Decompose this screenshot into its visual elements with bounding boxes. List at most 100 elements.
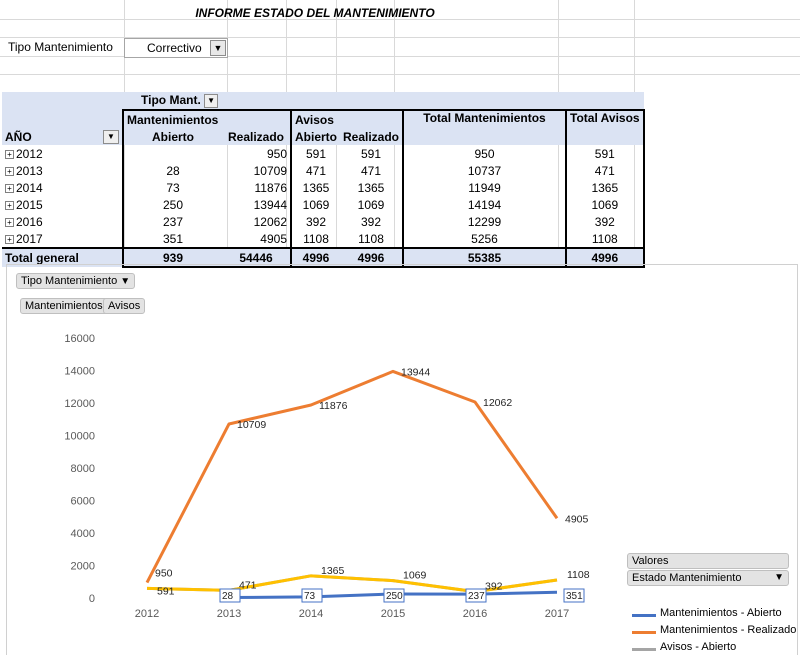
pivot-chart[interactable] (6, 264, 798, 655)
data-label-box (301, 588, 323, 603)
chart-field-mantenimientos[interactable]: Mantenimientos (20, 298, 108, 314)
cell-total-mant: 950 (402, 145, 568, 162)
row-year[interactable]: +2012 (2, 145, 123, 162)
legend-field-button[interactable]: Estado Mantenimiento ▼ (627, 570, 789, 586)
y-tick-label: 4000 (71, 528, 95, 540)
table-row: +2014 73 11876 1365 1365 11949 1365 (2, 179, 645, 196)
cell-m-realizado: 10709 (253, 163, 287, 178)
row-year[interactable]: +2016 (2, 213, 123, 230)
data-label-box (563, 588, 585, 603)
expand-icon[interactable]: + (5, 149, 14, 159)
x-tick-label: 2017 (545, 608, 569, 620)
x-tick-label: 2015 (381, 608, 405, 620)
cell-a-realizado: 1069 (357, 197, 385, 212)
cell-m-abierto: 237 (122, 213, 222, 230)
cell-a-realizado: 1108 (358, 231, 384, 246)
sub-avisos-realizado: Realizado (340, 128, 404, 145)
data-label-box (383, 588, 405, 603)
data-label: 1108 (567, 569, 590, 581)
data-label: 28 (222, 591, 234, 602)
legend-swatch (632, 631, 656, 634)
data-label: 4905 (565, 513, 589, 525)
cell-a-realizado: 392 (360, 214, 382, 229)
series-line (145, 369, 559, 584)
cell-m-abierto: 250 (122, 196, 222, 213)
data-label: 1365 (321, 565, 345, 577)
legend-swatch (632, 614, 656, 617)
chart-filter-button[interactable]: Tipo Mantenimiento ▼ (16, 273, 136, 289)
row-year[interactable]: +2014 (2, 179, 123, 196)
total-m-realizado: 54446 (222, 247, 291, 268)
cell-m-abierto (122, 145, 222, 162)
cell-a-realizado: 471 (360, 163, 382, 178)
legend-item: Mantenimientos - Abierto (660, 607, 782, 619)
cell-a-abierto: 591 (290, 145, 340, 162)
row-year-label: 2016 (16, 214, 43, 229)
x-tick-label: 2014 (299, 608, 323, 620)
chart-filter-label: Tipo Mantenimiento (21, 275, 118, 287)
table-row: +2017 351 4905 1108 1108 5256 1108 (2, 230, 645, 248)
cell-m-abierto: 351 (122, 230, 222, 248)
row-year-label: 2012 (16, 146, 43, 161)
row-year[interactable]: +2013 (2, 162, 123, 179)
total-label: Total general (2, 247, 123, 267)
cell-m-realizado: 13944 (253, 197, 287, 212)
sub-mant-abierto: Abierto (122, 128, 222, 145)
expand-icon[interactable]: + (5, 183, 14, 193)
y-tick-label: 16000 (64, 333, 95, 345)
expand-icon[interactable]: + (5, 234, 14, 244)
cell-total-mant: 10737 (402, 162, 568, 179)
cell-a-realizado: 591 (360, 146, 382, 161)
row-year-label: 2015 (16, 197, 43, 212)
cell-total-avisos: 471 (566, 162, 645, 179)
cell-a-abierto: 392 (290, 213, 340, 230)
data-label: 471 (239, 579, 257, 591)
chart-field-avisos[interactable]: Avisos (103, 298, 146, 314)
expand-icon[interactable]: + (5, 200, 14, 210)
data-label: 10709 (237, 419, 266, 431)
table-row: +2013 28 10709 471 471 10737 471 (2, 162, 645, 179)
sub-avisos-abierto: Abierto (290, 128, 340, 145)
cell-total-avisos: 591 (566, 145, 645, 162)
series-line (146, 574, 558, 594)
col-field-filter-icon[interactable]: ▼ (204, 93, 219, 108)
group-avisos: Avisos (289, 109, 404, 128)
legend-item: Avisos - Abierto (660, 641, 737, 653)
cell-total-avisos: 1365 (566, 179, 645, 196)
row-year[interactable]: +2017 (2, 230, 123, 248)
cell-m-realizado: 4905 (260, 231, 287, 246)
cell-m-realizado: 12062 (253, 214, 287, 229)
y-tick-label: 12000 (64, 398, 95, 410)
cell-total-mant: 14194 (402, 196, 568, 213)
report-title: INFORME ESTADO DEL MANTENIMIENTO (195, 6, 435, 20)
data-label: 13944 (401, 366, 430, 378)
y-tick-label: 2000 (71, 561, 95, 573)
data-label: 237 (468, 591, 485, 602)
cell-a-abierto: 1108 (290, 230, 340, 248)
row-field-dropdown-icon[interactable]: ▼ (103, 129, 119, 144)
x-tick-label: 2016 (463, 608, 487, 620)
cell-a-abierto: 471 (290, 162, 340, 179)
total-row: Total general 939 54446 4996 4996 55385 … (2, 247, 645, 268)
y-tick-label: 10000 (64, 431, 95, 443)
total-total-avisos: 4996 (566, 247, 645, 268)
group-total-avisos: Total Avisos (566, 109, 645, 145)
pivot-table: Tipo Mant. ▼ Mantenimientos Avisos Total… (2, 92, 645, 268)
y-tick-label: 14000 (64, 366, 95, 378)
expand-icon[interactable]: + (5, 217, 14, 227)
data-label: 950 (155, 568, 173, 580)
table-row: +2016 237 12062 392 392 12299 392 (2, 213, 645, 230)
cell-m-realizado: 950 (266, 146, 287, 161)
legend-valores-button[interactable]: Valores (627, 553, 789, 569)
data-label: 591 (157, 585, 175, 597)
legend-swatch (632, 648, 656, 651)
filter-dropdown[interactable]: Correctivo ▼ (124, 38, 228, 58)
group-mantenimientos: Mantenimientos (122, 109, 291, 128)
row-year[interactable]: +2015 (2, 196, 123, 213)
expand-icon[interactable]: + (5, 166, 14, 176)
x-tick-label: 2012 (135, 608, 159, 620)
data-label: 73 (304, 591, 316, 602)
sub-mant-realizado: Realizado (222, 128, 291, 145)
filter-icon[interactable]: ▼ (210, 40, 226, 56)
